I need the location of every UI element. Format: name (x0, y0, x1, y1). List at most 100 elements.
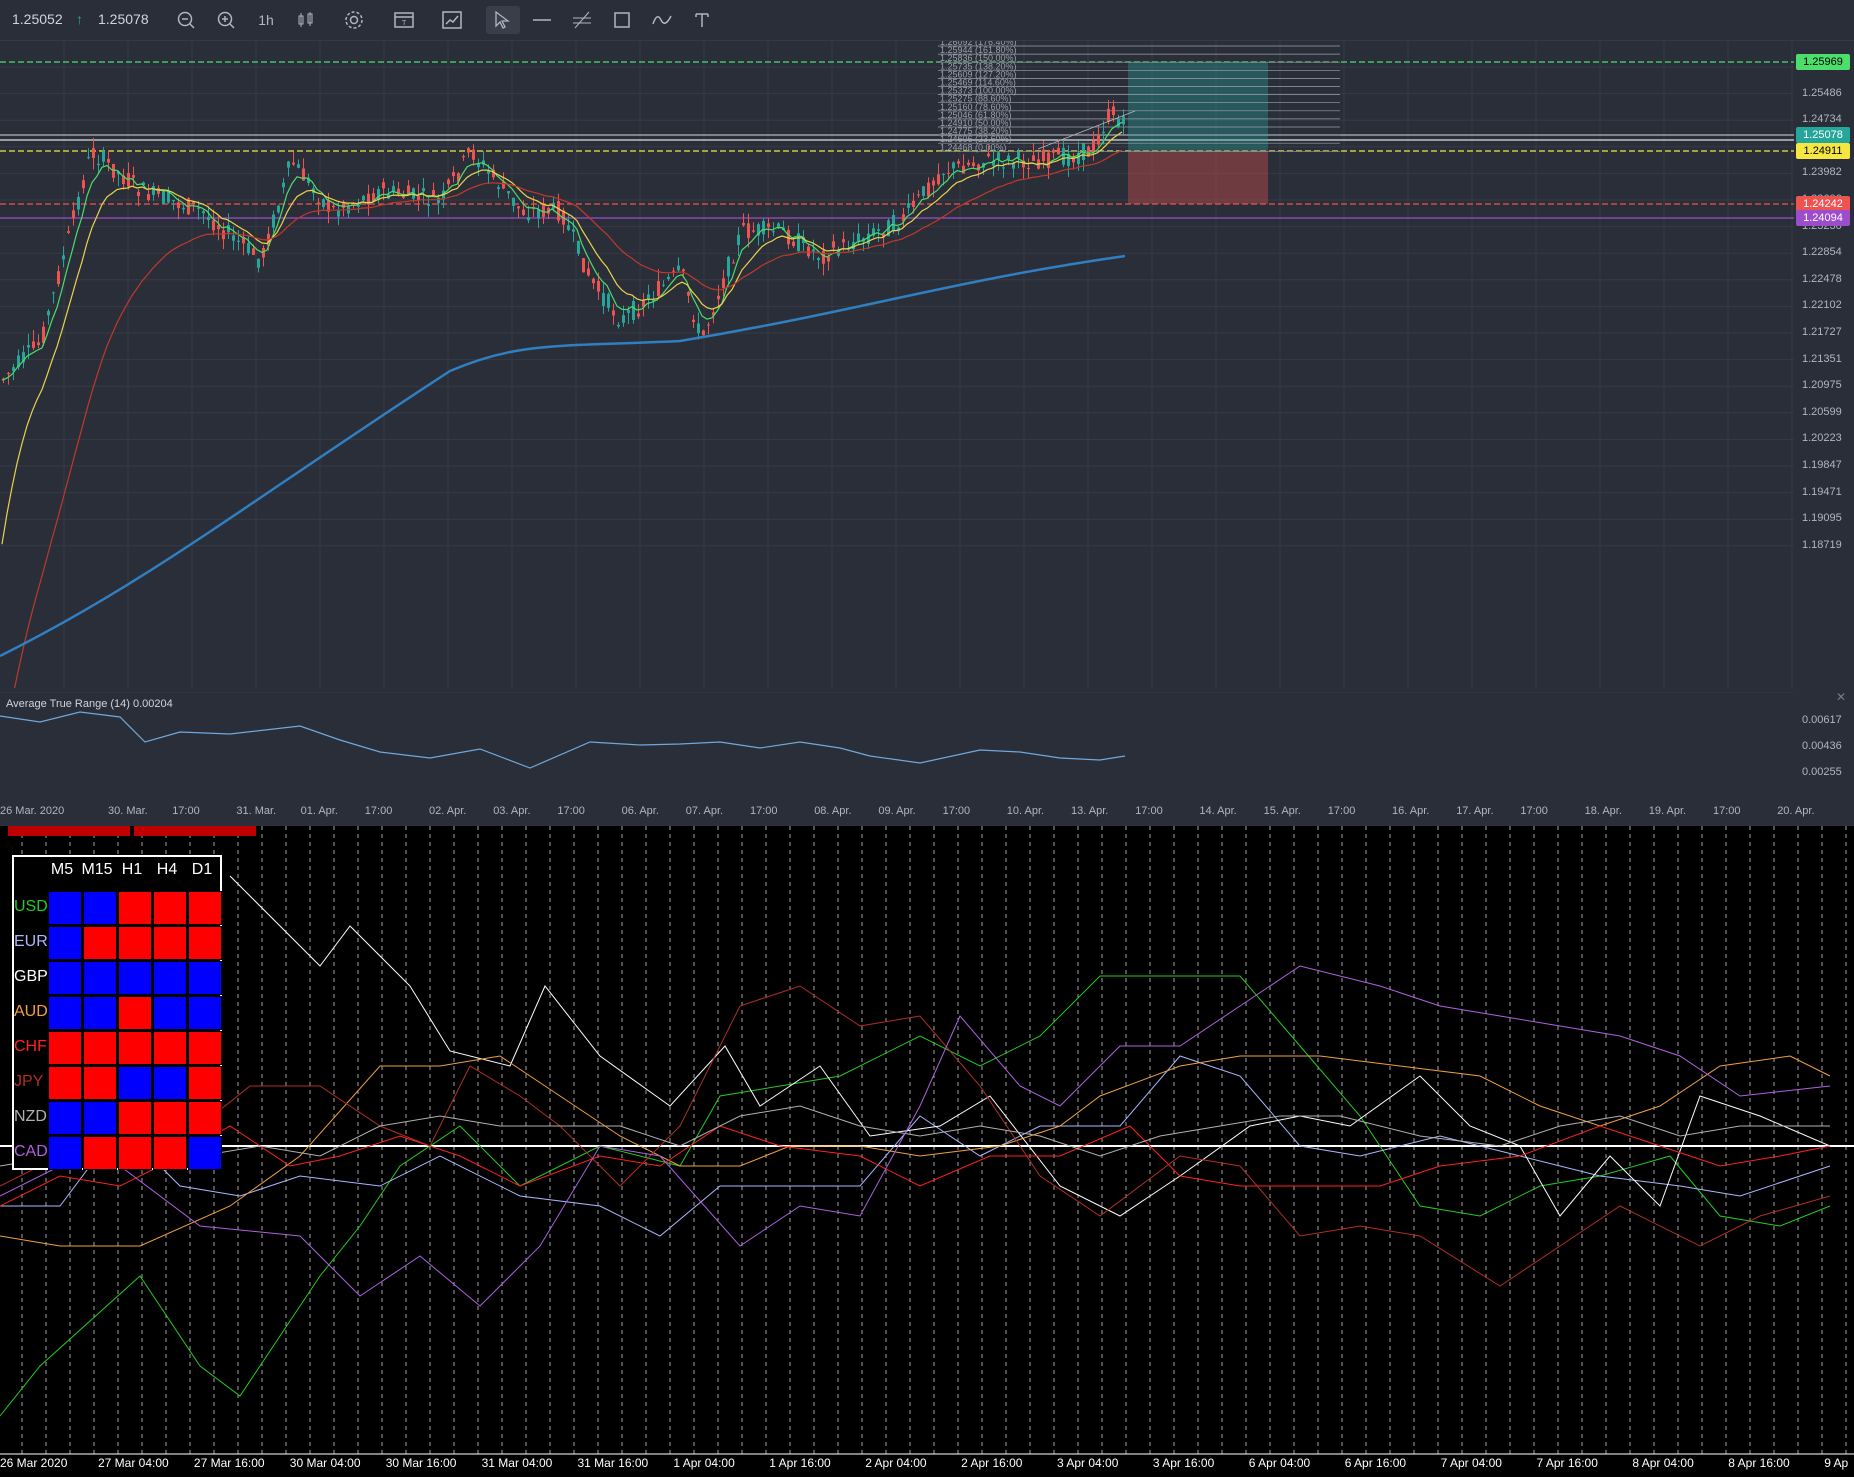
zoom-out-icon[interactable] (172, 6, 200, 34)
candle-body (777, 223, 780, 227)
currency-label: EUR (14, 933, 48, 950)
bottom-time-label: 27 Mar 16:00 (193, 1456, 265, 1470)
candle-body (317, 202, 320, 204)
candle-body (977, 164, 980, 171)
strength-cell (48, 926, 82, 960)
rectangle-icon[interactable] (608, 6, 636, 34)
candle-body (37, 342, 40, 346)
fib-level-label: 1.24910 (50.00%) (940, 118, 1012, 128)
candlestick-icon[interactable] (292, 6, 320, 34)
candle-body (82, 180, 85, 189)
time-axis[interactable]: 26 Mar. 2020 30. Mar. 17:00 31. Mar. 01. Apr… (0, 798, 1854, 826)
timeframe-header: M15 (81, 861, 113, 878)
candle-body (677, 265, 680, 271)
candle-body (892, 214, 895, 231)
fib-level-label: 1.25160 (78.60%) (940, 102, 1012, 112)
atr-title: Average True Range (14) 0.00204 (6, 698, 173, 710)
price-tag: 1.24911 (1796, 143, 1850, 159)
candle-body (287, 161, 290, 168)
close-icon[interactable]: ✕ (1836, 690, 1847, 704)
gear-icon[interactable] (340, 6, 368, 34)
price-tick-label: 1.21351 (1802, 352, 1842, 365)
price-plot[interactable]: 1.26092 (176.40%)1.25944 (161.80%)1.2583… (0, 41, 1794, 688)
chart-toolbar: 1.25052 ↑ 1.25078 1h T (0, 0, 1854, 41)
candle-body (1002, 167, 1005, 169)
currency-label: NZD (14, 1108, 47, 1125)
atr-axis: 0.00617 0.00436 0.00255 (1794, 692, 1854, 796)
strength-line-nzd (0, 1105, 1830, 1167)
candle-body (527, 216, 530, 221)
candle-body (627, 310, 630, 313)
price-tick-label: 1.23982 (1802, 166, 1842, 179)
path-icon[interactable] (648, 6, 676, 34)
candle-body (327, 199, 330, 212)
candle-body (62, 255, 65, 260)
candle-body (272, 214, 275, 228)
candle-body (1067, 153, 1070, 166)
candle-body (962, 165, 965, 174)
candle-body (167, 191, 170, 203)
candle-body (1007, 155, 1010, 161)
time-tick-label: 07. Apr. (685, 805, 724, 817)
candle-body (447, 179, 450, 185)
candle-body (477, 162, 480, 168)
svg-text:T: T (402, 20, 407, 27)
candle-body (1122, 116, 1125, 125)
time-tick-label: 17:00 (1713, 805, 1741, 817)
candle-body (1012, 163, 1015, 169)
candle-body (247, 243, 250, 254)
candle-body (957, 161, 960, 164)
candle-body (812, 249, 815, 252)
candle-body (787, 229, 790, 245)
candle-body (732, 262, 735, 264)
bottom-time-label: 2 Apr 16:00 (961, 1456, 1023, 1470)
candle-body (742, 222, 745, 226)
candle-body (697, 323, 700, 334)
take-profit-zone[interactable] (1128, 62, 1268, 151)
candle-body (762, 221, 765, 235)
strength-line-cad (0, 965, 1831, 1307)
candle-body (172, 199, 175, 202)
strength-line-chf (0, 1125, 1831, 1207)
zoom-in-icon[interactable] (212, 6, 240, 34)
strength-cell (153, 1136, 187, 1170)
time-tick-label: 02. Apr. (429, 805, 467, 817)
parallel-channel-icon[interactable] (568, 6, 596, 34)
candle-body (1022, 160, 1025, 168)
candle-body (487, 170, 490, 174)
time-tick-label: 30. Mar. (108, 805, 148, 817)
candle-body (667, 276, 670, 280)
candle-body (162, 191, 165, 205)
trend-line[interactable] (1037, 110, 1136, 150)
strength-cell (83, 1136, 117, 1170)
cursor-icon[interactable] (486, 6, 520, 34)
strength-cell (48, 1066, 82, 1100)
bottom-time-label: 3 Apr 16:00 (1152, 1456, 1215, 1470)
indicators-icon[interactable] (438, 6, 466, 34)
candle-body (937, 174, 940, 185)
currency-label: JPY (14, 1073, 44, 1090)
candle-body (492, 169, 495, 178)
candle-body (877, 229, 880, 231)
time-tick-label: 17:00 (1327, 805, 1356, 817)
template-icon[interactable]: T (390, 6, 418, 34)
candle-body (997, 152, 1000, 160)
candle-body (242, 237, 245, 244)
candle-body (612, 310, 615, 316)
candle-body (337, 210, 340, 217)
candle-body (357, 205, 360, 207)
atr-plot[interactable] (0, 692, 1794, 796)
candle-body (912, 200, 915, 207)
red-badge-left (8, 826, 130, 836)
stop-loss-zone[interactable] (1128, 151, 1268, 204)
time-tick-label: 31. Mar. (236, 805, 277, 817)
price-tick-label: 1.20599 (1802, 405, 1842, 418)
text-tool-icon[interactable] (688, 6, 716, 34)
timeframe-button[interactable]: 1h (258, 12, 274, 28)
candle-body (1112, 106, 1115, 116)
horizontal-line-icon[interactable] (528, 6, 556, 34)
candle-body (792, 241, 795, 246)
candle-body (642, 299, 645, 307)
candle-body (202, 211, 205, 214)
strength-cell (188, 1031, 222, 1065)
